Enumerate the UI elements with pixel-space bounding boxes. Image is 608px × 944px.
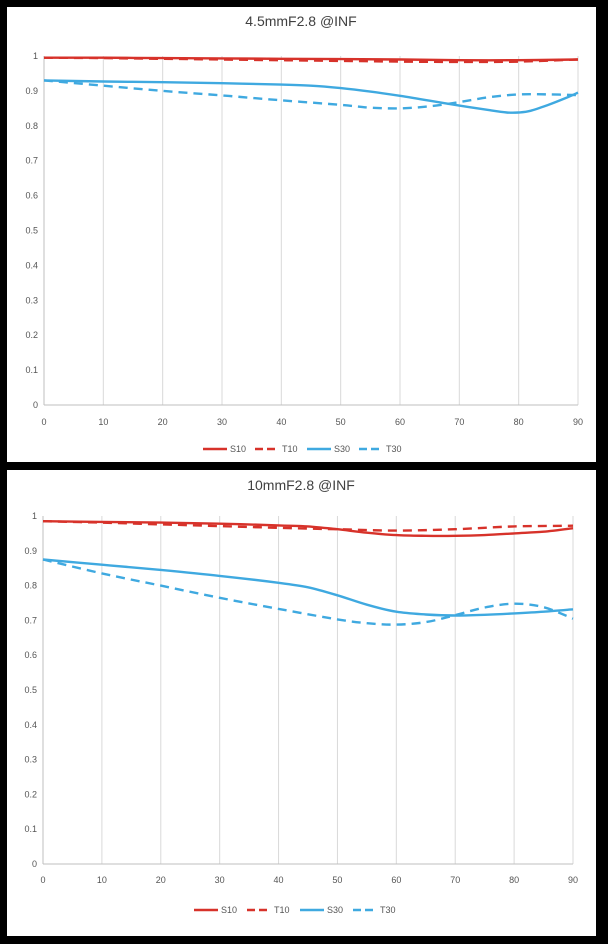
y-tick-label: 0.7 [24,615,37,625]
y-tick-label: 1 [33,51,38,61]
y-tick-label: 0.6 [24,650,37,660]
y-tick-label: 0.8 [24,581,37,591]
x-tick-label: 80 [509,875,519,885]
x-tick-label: 10 [97,875,107,885]
series-line-s30 [43,79,579,114]
y-tick-label: 0.9 [24,546,37,556]
x-tick-label: 90 [568,875,578,885]
y-tick-label: 0.3 [24,755,37,765]
legend-label-s30: S30 [334,444,350,454]
chart-1: 4.5mmF2.8 @INF 0 10 20 30 40 50 60 70 80 90 0 0.1 0.2… [25,13,583,454]
x-tick-label: 20 [158,417,168,427]
y-tick-label: 0.7 [25,156,38,166]
y-tick-label: 0.1 [25,365,38,375]
x-tick-label: 50 [332,875,342,885]
y-tick-label: 0.5 [24,685,37,695]
series-line-s30 [42,558,574,617]
x-tick-label: 90 [573,417,583,427]
x-tick-label: 50 [336,417,346,427]
y-tick-label: 0.5 [25,226,38,236]
series-line-t10 [42,520,574,532]
y-tick-label: 0 [32,859,37,869]
legend-label-t30: T30 [380,905,396,915]
x-tick-label: 40 [274,875,284,885]
series-line-t30 [42,558,574,626]
x-tick-label: 40 [276,417,286,427]
y-tick-label: 0.4 [24,720,37,730]
x-tick-label: 80 [514,417,524,427]
legend-label-s10: S10 [230,444,246,454]
x-tick-label: 60 [395,417,405,427]
x-tick-label: 0 [41,417,46,427]
x-tick-label: 30 [215,875,225,885]
y-tick-label: 0.8 [25,121,38,131]
y-tick-label: 0 [33,400,38,410]
chart-title: 10mmF2.8 @INF [247,477,355,493]
series-line-s10 [43,56,579,62]
y-tick-label: 0.3 [25,295,38,305]
y-tick-label: 0.1 [24,824,37,834]
series-line-t30 [43,79,579,110]
x-tick-label: 60 [391,875,401,885]
y-tick-label: 0.2 [24,789,37,799]
y-tick-label: 0.9 [25,86,38,96]
chart-panel-2: 10mmF2.8 @INF 0 10 20 30 40 50 60 70 80 90 0 0.1 0.2 0… [7,470,596,936]
y-tick-label: 0.4 [25,260,38,270]
legend-label-s10: S10 [221,905,237,915]
x-tick-label: 10 [98,417,108,427]
y-tick-label: 0.2 [25,330,38,340]
chart-2: 10mmF2.8 @INF 0 10 20 30 40 50 60 70 80 90 0 0.1 0.2 0… [24,477,578,915]
chart-title: 4.5mmF2.8 @INF [245,13,356,29]
x-tick-label: 0 [40,875,45,885]
x-tick-label: 30 [217,417,227,427]
x-tick-label: 70 [450,875,460,885]
x-tick-label: 70 [454,417,464,427]
x-tick-label: 20 [156,875,166,885]
y-tick-label: 0.6 [25,191,38,201]
legend-label-s30: S30 [327,905,343,915]
chart-panel-1: 4.5mmF2.8 @INF 0 10 20 30 40 50 60 70 80 90 0 0.1 0.2… [7,7,596,462]
legend-label-t10: T10 [274,905,290,915]
legend-label-t30: T30 [386,444,402,454]
series-line-s10 [42,520,574,538]
y-tick-label: 1 [32,511,37,521]
legend-label-t10: T10 [282,444,298,454]
